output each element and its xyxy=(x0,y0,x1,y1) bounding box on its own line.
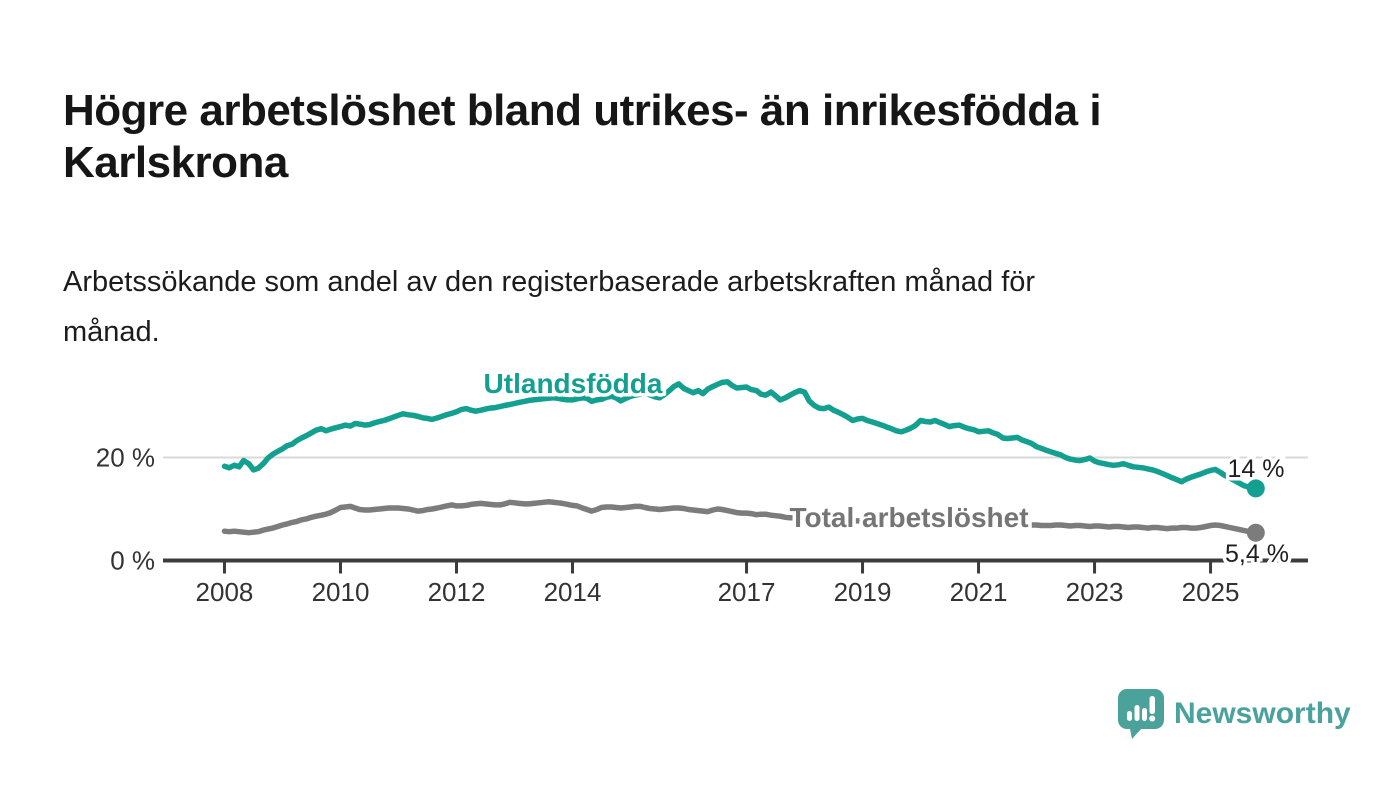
data-series xyxy=(221,379,1259,536)
end-value-label-total: 5,4 % xyxy=(1225,540,1289,568)
x-tick-label: 2010 xyxy=(312,577,370,607)
end-value-label-utlandsfodda: 14 % xyxy=(1228,455,1285,483)
logo-bar-2 xyxy=(1134,705,1140,721)
newsworthy-bubble-icon xyxy=(1118,689,1164,739)
y-tick-label: 0 % xyxy=(110,546,155,576)
end-dot-total xyxy=(1246,523,1265,542)
line-utlandsfodda xyxy=(221,379,1259,492)
series-label-utlandsfodda: Utlandsfödda xyxy=(484,368,663,399)
chart-subtitle: Arbetssökande som andel av den registerb… xyxy=(63,266,1036,348)
page-title: Högre arbetslöshet bland utrikes- än inr… xyxy=(63,86,1102,188)
gridlines: 0 % 20 % xyxy=(96,443,1308,576)
x-tick-label: 2014 xyxy=(544,577,602,607)
series-label-total-arbetsloshet: Total arbetslöshet xyxy=(789,502,1028,533)
x-tick-label: 2012 xyxy=(428,577,486,607)
newsworthy-logo: Newsworthy xyxy=(1117,688,1351,740)
x-axis: 2008 2010 2012 2014 2017 2019 2021 2023 2025 xyxy=(163,558,1308,607)
logo-exclamation-icon xyxy=(1149,696,1155,714)
logo-bar-3 xyxy=(1142,708,1147,721)
logo-bar-1 xyxy=(1127,711,1132,721)
x-tick-label: 2021 xyxy=(950,577,1008,607)
x-tick-label: 2023 xyxy=(1066,577,1124,607)
x-tick-label: 2025 xyxy=(1182,577,1240,607)
x-tick-label: 2008 xyxy=(196,577,254,607)
x-tick-label: 2019 xyxy=(834,577,892,607)
y-tick-label: 20 % xyxy=(96,443,155,473)
x-tick-label: 2017 xyxy=(718,577,776,607)
line-total xyxy=(221,499,1259,536)
end-dot-utlandsfodda xyxy=(1246,479,1265,498)
series-end-dots xyxy=(1246,479,1265,542)
newsworthy-wordmark: Newsworthy xyxy=(1174,697,1351,730)
